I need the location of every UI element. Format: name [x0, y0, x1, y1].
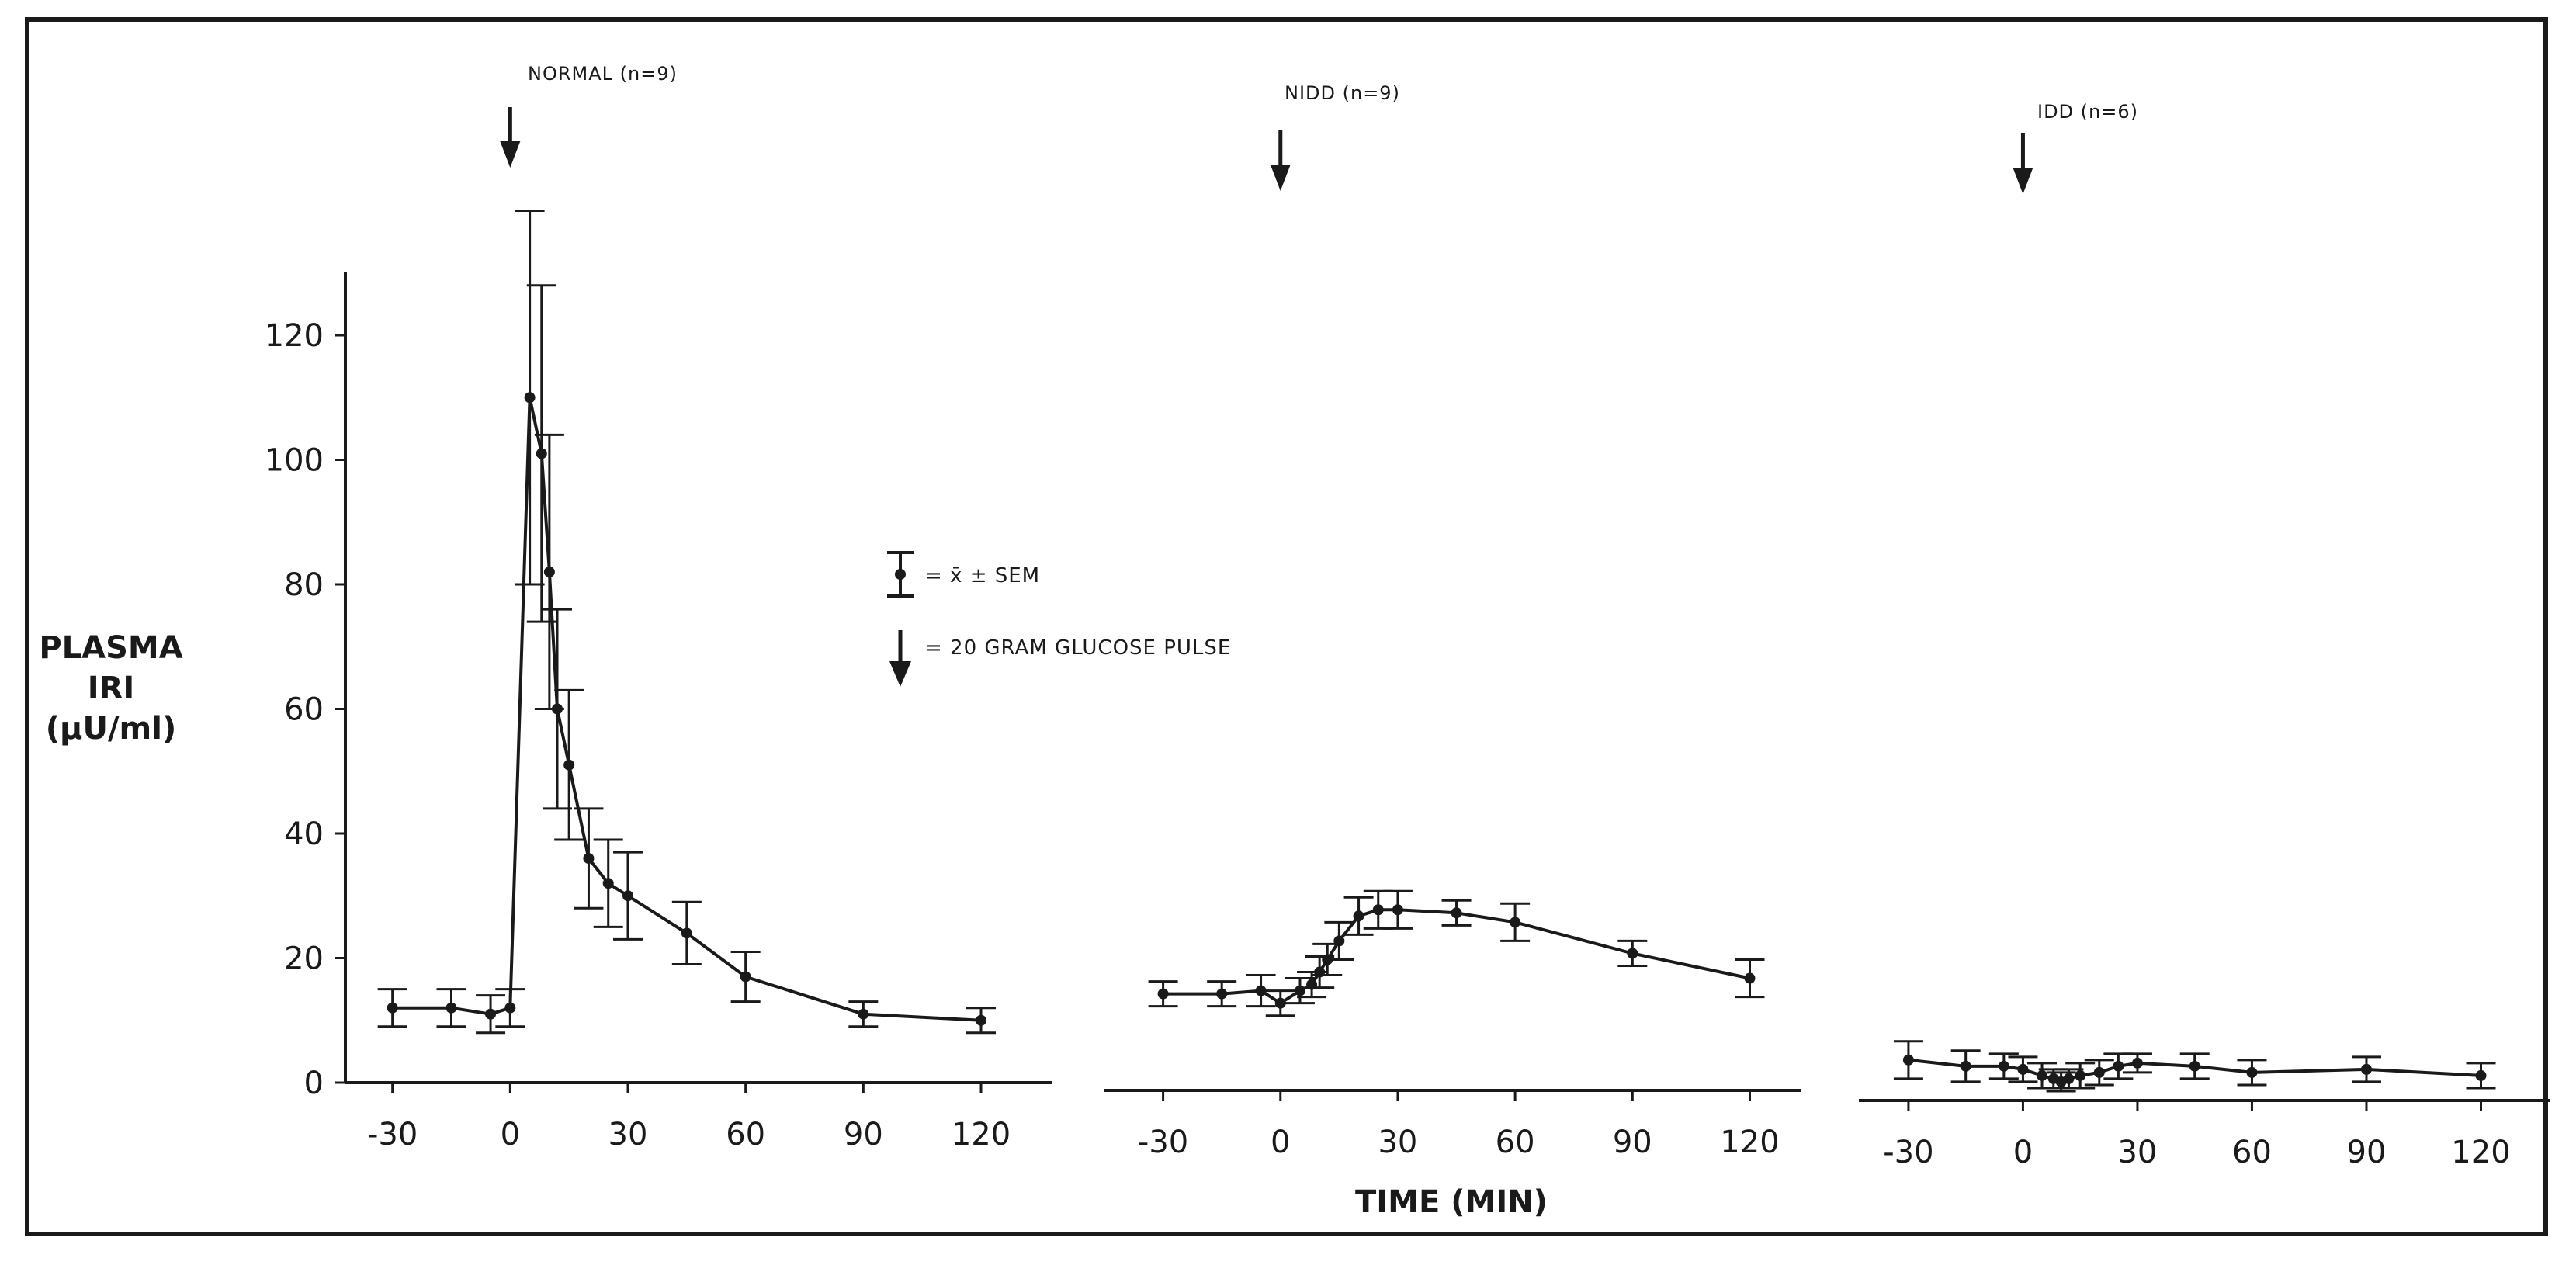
data-point [2113, 1060, 2124, 1072]
x-tick-label: 90 [844, 1117, 883, 1152]
x-axis-title: TIME (MIN) [1355, 1184, 1548, 1220]
glucose-pulse-arrow-icon [2013, 168, 2033, 194]
y-axis-title-line-1: PLASMA [39, 630, 182, 666]
y-axis-title: PLASMA IRI (µU/ml) [39, 630, 182, 747]
data-point [2189, 1060, 2200, 1072]
series-line [1908, 1058, 2481, 1083]
data-point [681, 927, 692, 939]
data-point [1333, 935, 1345, 947]
panel-title: NIDD (n=9) [1285, 82, 1400, 104]
data-point [2017, 1063, 2029, 1075]
x-tick-label: 30 [1378, 1125, 1417, 1160]
data-point [485, 1008, 497, 1020]
legend-mean-sem-symbol [887, 551, 914, 598]
panel-title: IDD (n=6) [2037, 101, 2138, 123]
data-point [1274, 997, 1286, 1009]
data-point [504, 1002, 516, 1014]
data-point [2075, 1069, 2086, 1081]
data-point [1510, 917, 1521, 928]
data-point [2093, 1066, 2105, 1078]
y-tick-label: 80 [284, 567, 324, 603]
y-tick-label: 60 [284, 692, 324, 728]
data-point [1744, 972, 1756, 984]
data-point [2063, 1073, 2075, 1084]
glucose-pulse-arrow-icon [1270, 165, 1291, 191]
series-line [392, 396, 982, 1022]
data-point [1902, 1054, 1914, 1066]
data-point [524, 392, 536, 404]
y-axis-title-line-2: IRI [88, 671, 135, 706]
y-tick-label: 120 [265, 318, 324, 354]
data-point [387, 1002, 398, 1014]
panel-title: NORMAL (n=9) [528, 63, 678, 85]
x-tick-label: -30 [1138, 1125, 1188, 1160]
x-tick-label: 120 [2451, 1135, 2510, 1170]
y-tick-label: 20 [284, 941, 324, 977]
y-tick-label: 40 [284, 816, 324, 852]
x-tick-label: 60 [726, 1117, 765, 1152]
data-point [2360, 1063, 2372, 1075]
glucose-pulse-arrow-icon [500, 141, 521, 168]
data-point [1392, 904, 1403, 916]
data-point [2037, 1069, 2048, 1081]
data-point [1960, 1060, 1971, 1072]
x-tick-label: 0 [1271, 1125, 1290, 1160]
data-point [1294, 985, 1305, 996]
data-point [543, 566, 555, 577]
data-point [976, 1014, 986, 1026]
data-point [622, 890, 633, 902]
x-tick-label: 90 [2347, 1135, 2387, 1170]
legend-arrow-label: = 20 GRAM GLUCOSE PULSE [925, 636, 1231, 660]
legend-mean-sem-label: = x̄ ± SEM [925, 564, 1040, 587]
data-point [1216, 988, 1228, 1000]
x-tick-label: -30 [1883, 1135, 1933, 1170]
legend: = x̄ ± SEM = 20 GRAM GLUCOSE PULSE [887, 551, 1231, 687]
data-point [2131, 1057, 2143, 1069]
y-tick-label: 0 [304, 1066, 324, 1101]
data-point [1451, 907, 1462, 919]
data-point [1627, 948, 1638, 959]
data-point [1255, 985, 1267, 996]
panel-nidd: -30 0 30 60 90 120 NIDD (n=9) [1104, 82, 1801, 1160]
figure-border [25, 17, 2548, 1236]
data-point [2475, 1069, 2487, 1081]
data-point [583, 853, 595, 865]
x-tick-label: 120 [952, 1117, 1011, 1152]
data-point [552, 703, 563, 715]
x-tick-label: 120 [1720, 1125, 1779, 1160]
data-point [536, 448, 547, 459]
data-point [2246, 1066, 2258, 1078]
x-tick-label: 60 [1496, 1125, 1535, 1160]
x-tick-label: -30 [367, 1117, 418, 1152]
x-tick-label: 30 [608, 1117, 648, 1152]
data-point [1353, 910, 1364, 922]
data-point [1998, 1060, 2009, 1072]
series-line [1163, 908, 1750, 1005]
panel-idd: -30 0 30 60 90 120 IDD (n=6) [1859, 101, 2550, 1170]
panel-normal: -30 0 30 60 90 120 0 20 40 60 80 100 120 NORMAL (n=9) [265, 63, 1052, 1152]
x-tick-label: 0 [501, 1117, 520, 1152]
data-point [1372, 904, 1384, 916]
data-point [602, 878, 614, 889]
data-point [446, 1002, 457, 1014]
y-tick-label: 100 [265, 443, 324, 479]
y-axis-title-line-3: (µU/ml) [46, 711, 176, 747]
data-point [563, 759, 575, 771]
x-tick-label: 60 [2232, 1135, 2272, 1170]
x-tick-label: 90 [1613, 1125, 1652, 1160]
legend-arrow-icon [889, 630, 911, 687]
data-point [1157, 988, 1169, 1000]
data-point [740, 971, 751, 983]
x-tick-label: 30 [2117, 1135, 2157, 1170]
data-point [858, 1008, 869, 1020]
x-tick-label: 0 [2013, 1135, 2033, 1170]
